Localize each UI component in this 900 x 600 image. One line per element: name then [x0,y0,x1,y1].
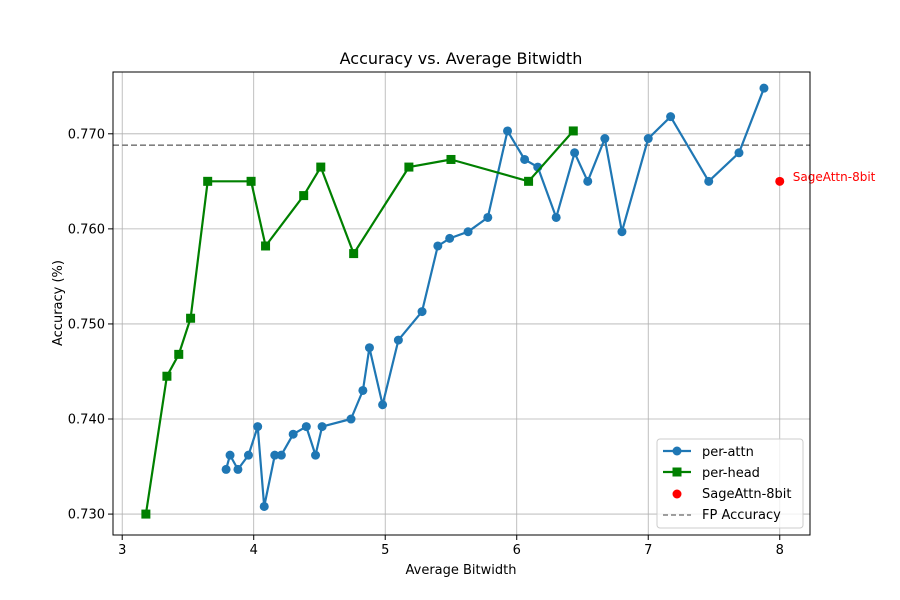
per-attn-point [617,227,627,237]
per-attn-point [311,450,321,460]
per-attn-point [483,212,493,222]
per-attn-point [225,450,235,460]
x-tick-label: 8 [776,543,784,558]
per-head-point [246,176,256,186]
x-tick-label: 7 [644,543,652,558]
per-head-point [186,313,196,323]
legend-marker-per-attn [672,446,682,456]
x-tick-label: 5 [381,543,389,558]
y-tick-label: 0.730 [68,508,105,523]
per-attn-point [643,134,653,144]
per-attn-point [233,464,243,474]
per-attn-point [734,148,744,158]
grid [113,72,810,535]
per-attn-point [378,400,388,410]
per-attn-point [346,414,356,424]
legend-label-sageattn: SageAttn-8bit [702,487,792,502]
per-attn-point [243,450,253,460]
per-attn-point [503,126,513,136]
per-attn-point [583,176,593,186]
x-tick-label: 4 [250,543,258,558]
per-head-point [174,349,184,359]
per-attn-point [704,176,714,186]
per-head-point [568,126,578,136]
y-ticks: 0.730 0.740 0.750 0.760 0.770 [68,127,113,523]
legend-box [656,438,804,529]
per-attn-point [433,241,443,251]
per-head-point [162,371,172,381]
per-attn-point [288,429,298,439]
per-head-point [349,249,359,259]
plot-frame [112,71,811,536]
per-attn-point [221,464,231,474]
per-head-point [299,191,309,201]
legend-marker-sageattn [672,489,682,499]
per-attn-point [358,385,368,395]
per-attn-point [520,154,530,164]
per-attn-point [270,450,280,460]
per-attn-point [364,343,374,353]
per-attn-point [570,148,580,158]
y-tick-label: 0.740 [68,413,105,428]
sageattn-annotation: SageAttn-8bit [793,170,876,184]
per-attn-point [551,212,561,222]
legend-label-per-head: per-head [702,466,760,481]
per-attn-point [445,233,455,243]
legend: per-attn per-head SageAttn-8bit FP Accur… [656,438,804,529]
per-head-point [261,241,271,251]
per-head-point [141,509,151,519]
per-attn-point [317,422,327,432]
series-group [141,83,769,519]
x-tick-label: 3 [118,543,126,558]
per-attn-point [759,83,769,93]
legend-label-fp-accuracy: FP Accuracy [702,508,781,523]
series-per-head [141,126,578,519]
y-tick-label: 0.760 [68,222,105,237]
per-head-point [404,162,414,172]
per-head-point [203,176,213,186]
per-head-point [316,162,326,172]
chart-title: Accuracy vs. Average Bitwidth [340,49,583,68]
y-tick-label: 0.770 [68,127,105,142]
points-group: SageAttn-8bit [775,170,876,186]
per-attn-point [276,450,286,460]
per-head-line [144,130,575,515]
series-per-attn [221,83,769,511]
per-head-point [524,176,534,186]
per-attn-point [393,335,403,345]
per-attn-point [301,422,311,432]
y-tick-label: 0.750 [68,317,105,332]
y-axis-label: Accuracy (%) [51,260,66,346]
sageattn-point [775,176,785,186]
per-attn-point [259,501,269,511]
x-ticks: 3 4 5 6 7 8 [118,535,784,558]
per-attn-point [253,422,263,432]
x-tick-label: 6 [513,543,521,558]
per-attn-point [600,134,610,144]
per-attn-point [666,112,676,122]
x-axis-label: Average Bitwidth [406,563,517,578]
per-attn-point [463,227,473,237]
per-attn-point [417,307,427,317]
legend-marker-per-head [672,467,682,477]
per-head-point [446,154,456,164]
legend-label-per-attn: per-attn [702,445,754,460]
